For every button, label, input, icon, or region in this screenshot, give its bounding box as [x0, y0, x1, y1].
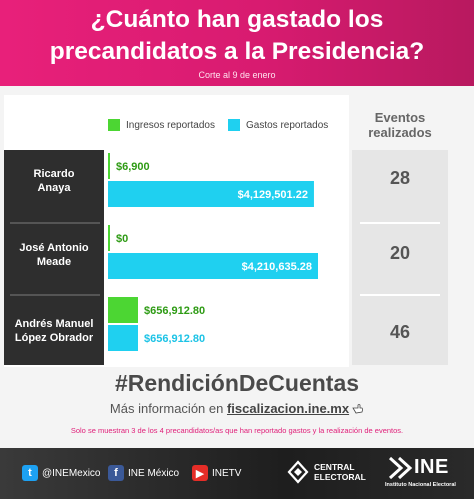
candidate-name-anaya-line2: Anaya [37, 182, 71, 194]
bar-ingresos-anaya [108, 153, 110, 179]
bar-gastos-anaya [108, 181, 314, 207]
facebook-link[interactable]: f INE México [108, 465, 179, 481]
legend-gastos: Gastos reportados [228, 119, 328, 131]
event-value-amlo: 46 [389, 322, 411, 342]
candidate-name-amlo-line2: López Obrador [14, 332, 94, 344]
central-line2: ELECTORAL [314, 472, 366, 482]
candidate-name-anaya: Ricardo Anaya [4, 167, 104, 195]
candidate-name-meade: José Antonio Meade [4, 241, 104, 269]
footnote: Solo se muestran 3 de los 4 precandidato… [70, 426, 404, 435]
legend-ingresos: Ingresos reportados [108, 119, 215, 131]
central-electoral-logo: CENTRAL ELECTORAL [286, 458, 366, 486]
header-banner: ¿Cuánto han gastado los precandidatos a … [0, 0, 474, 86]
legend-label-ingresos: Ingresos reportados [126, 119, 215, 131]
bar-ingresos-amlo [108, 297, 138, 323]
candidate-name-amlo: Andrés Manuel López Obrador [4, 317, 104, 345]
ine-subtitle: Instituto Nacional Electoral [385, 482, 456, 488]
bar-label-ingresos-amlo: $656,912.80 [144, 305, 205, 317]
subtitle: Corte al 9 de enero [198, 70, 276, 80]
ine-wordmark: INE [414, 456, 449, 478]
central-line1: CENTRAL [314, 462, 355, 472]
hashtag: #RendiciónDeCuentas [114, 370, 360, 396]
bar-label-gastos-amlo: $656,912.80 [144, 333, 205, 345]
candidate-name-meade-line2: Meade [36, 256, 72, 268]
youtube-link[interactable]: ▶ INETV [192, 465, 241, 481]
legend-label-gastos: Gastos reportados [246, 119, 329, 131]
events-column [352, 150, 448, 365]
bar-gastos-meade [108, 253, 318, 279]
facebook-handle: INE México [128, 467, 180, 479]
events-divider [360, 294, 440, 296]
legend-swatch-ingresos [108, 119, 120, 131]
bar-label-gastos-anaya: $4,129,501.22 [238, 189, 308, 201]
central-electoral-icon [287, 460, 309, 484]
events-divider [360, 222, 440, 224]
name-divider [10, 294, 100, 296]
bar-ingresos-meade [108, 225, 110, 251]
event-value-anaya: 28 [389, 168, 411, 188]
pointing-hand-icon [352, 404, 363, 414]
more-info: Más información en fiscalizacion.ine.mx [0, 401, 474, 416]
event-value-meade: 20 [389, 243, 411, 263]
candidate-name-meade-line1: José Antonio [19, 242, 89, 254]
facebook-icon: f [108, 465, 124, 481]
youtube-icon: ▶ [192, 465, 208, 481]
twitter-handle: @INEMexico [42, 467, 101, 479]
candidate-name-panel [4, 150, 104, 365]
legend-swatch-gastos [228, 119, 240, 131]
more-info-prefix: Más información en [109, 401, 227, 416]
title-line-1: ¿Cuánto han gastado los [90, 6, 384, 33]
events-header: Eventos realizados [352, 110, 448, 140]
events-header-line2: realizados [368, 125, 432, 140]
events-header-line1: Eventos [374, 110, 426, 125]
bar-label-gastos-meade: $4,210,635.28 [242, 261, 312, 273]
bar-label-ingresos-meade: $0 [116, 233, 128, 245]
fiscalizacion-link[interactable]: fiscalizacion.ine.mx [226, 401, 350, 416]
title-line-2: precandidatos a la Presidencia? [49, 38, 425, 65]
youtube-handle: INETV [212, 467, 242, 479]
bar-gastos-amlo [108, 325, 138, 351]
twitter-link[interactable]: t @INEMexico [22, 465, 101, 481]
twitter-icon: t [22, 465, 38, 481]
name-divider [10, 222, 100, 224]
candidate-name-anaya-line1: Ricardo [33, 168, 75, 180]
ine-logo-icon [388, 456, 413, 480]
central-electoral-text: CENTRAL ELECTORAL [314, 462, 366, 482]
footer-bar: t @INEMexico f INE México ▶ INETV CENTRA… [0, 448, 474, 499]
candidate-name-amlo-line1: Andrés Manuel [14, 318, 94, 330]
bar-label-ingresos-anaya: $6,900 [116, 161, 150, 173]
